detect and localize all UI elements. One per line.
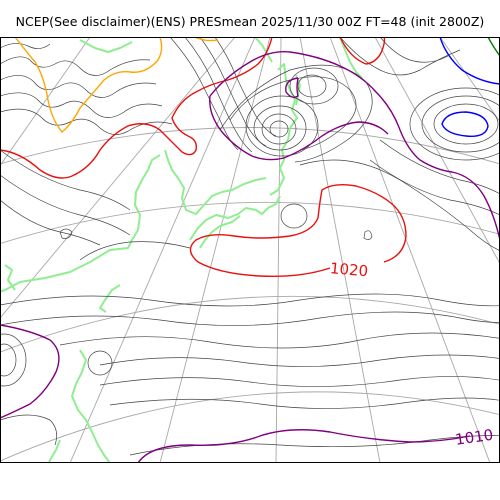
- isobar-line: [0, 414, 57, 446]
- isobar-line: [109, 397, 500, 409]
- isobar-low-ring: [0, 333, 27, 387]
- isobar-line: [219, 64, 373, 163]
- latitude-line: [0, 201, 500, 245]
- meridian-line: [275, 37, 282, 463]
- isobar-line: [99, 354, 500, 367]
- isobar-line: [0, 75, 157, 98]
- isobar-low-ring: [289, 67, 339, 105]
- coastline-hokkaido-south: [189, 195, 281, 241]
- isobar-low-ring: [421, 95, 500, 153]
- contour-1010: [0, 324, 60, 419]
- contour-1000: [439, 37, 500, 85]
- isobar-high-ring: [59, 228, 73, 239]
- isobar-low-ring: [0, 343, 17, 377]
- isobar-line: [214, 37, 277, 137]
- isobar-line: [169, 37, 239, 151]
- isobar-line: [0, 56, 151, 76]
- isobar-high-ring: [87, 350, 113, 376]
- coastline-top-left: [79, 39, 133, 53]
- isobars: [0, 37, 500, 456]
- coastline-top: [254, 37, 273, 63]
- isobar-low-center: [269, 120, 289, 138]
- major-contours: [0, 37, 500, 463]
- isobar-line: [0, 43, 51, 49]
- contour-1020-high: [189, 183, 407, 277]
- isobar-low-ring: [253, 105, 307, 151]
- contour-1020: [339, 37, 386, 65]
- isobar-low-ring: [433, 103, 499, 145]
- latitude-line: [0, 127, 500, 165]
- isobar-line: [0, 311, 500, 326]
- isobar-line: [99, 376, 500, 387]
- isobar-line: [379, 139, 500, 195]
- isobar-line: [59, 332, 500, 349]
- contour-1000-low: [441, 111, 489, 137]
- isobar-high-ring: [280, 203, 308, 229]
- coastline-korea: [99, 284, 121, 313]
- meridian-line: [299, 37, 381, 463]
- isobar-line: [0, 293, 500, 307]
- isobar-line: [0, 174, 131, 236]
- isobar-line: [0, 92, 163, 118]
- meridian-line: [439, 37, 500, 123]
- map-title: NCEP(See disclaimer)(ENS) PRESmean 2025/…: [15, 14, 485, 29]
- coastline-shore-west: [4, 264, 16, 291]
- latitude-line: [0, 295, 500, 353]
- coastline-top-right: [339, 37, 363, 79]
- isobar-line: [299, 159, 500, 252]
- contour-1030: [14, 37, 163, 133]
- isobar-line: [339, 37, 461, 76]
- contour-990: [487, 37, 500, 57]
- latitude-line: [0, 391, 500, 462]
- isobar-line: [229, 76, 357, 151]
- isobar-line: [79, 241, 191, 261]
- graticule: [0, 37, 500, 463]
- coastline-sakhalin: [269, 63, 298, 196]
- isobar-line: [0, 199, 101, 246]
- isobar-line: [199, 37, 267, 147]
- contour-label-1010: 1010: [454, 426, 494, 449]
- coastline-primorye: [0, 154, 161, 293]
- isobar-line: [369, 159, 500, 216]
- isobar-low-ring: [245, 95, 319, 157]
- coastline-honshu-north: [199, 215, 241, 249]
- isobar-low-ring: [409, 87, 500, 161]
- contour-1010: [137, 429, 471, 463]
- meridian-line: [0, 37, 91, 167]
- coastline-kyushu: [47, 439, 61, 463]
- isobar-line: [0, 108, 173, 135]
- meridian-line: [374, 37, 500, 265]
- isobar-low-ring: [297, 74, 327, 98]
- coastlines: [0, 37, 363, 463]
- isobar-line: [184, 37, 253, 153]
- isobar-line: [0, 149, 131, 211]
- isobar-low-ring: [261, 113, 297, 145]
- coastline-japan-sw: [71, 349, 111, 463]
- contour-1010: [285, 77, 299, 99]
- contour-1010: [209, 95, 389, 161]
- meridian-line: [329, 37, 491, 463]
- coastline-hokkaido-north: [164, 149, 267, 215]
- contour-label-1020: 1020: [329, 259, 369, 280]
- isobar-high-ring: [363, 230, 373, 240]
- contour-1010: [209, 51, 500, 241]
- isobar-line: [379, 37, 449, 63]
